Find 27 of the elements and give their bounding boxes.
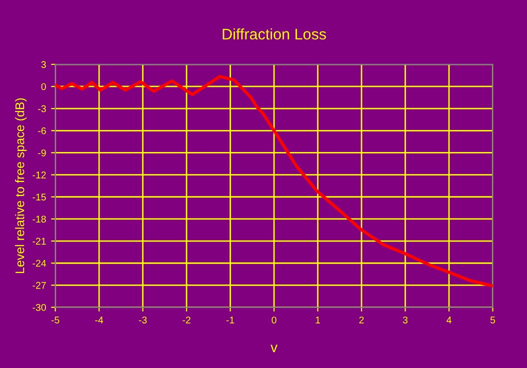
- y-tick-label: -27: [32, 282, 46, 289]
- y-tick-label: -12: [32, 172, 46, 178]
- y-tick-label: 0: [41, 83, 46, 90]
- x-tick-label: -5: [51, 316, 60, 324]
- x-tick-label: 4: [446, 316, 452, 324]
- y-tick-label: -18: [32, 216, 46, 223]
- x-tick-label: 3: [402, 316, 408, 324]
- x-axis-title: v: [270, 344, 278, 352]
- x-tick-label: -4: [95, 316, 104, 324]
- y-tick-label: -3: [38, 105, 46, 112]
- x-tick-label: 5: [490, 316, 496, 324]
- y-axis-title: Level relative to free space (dB): [15, 98, 27, 274]
- x-tick-label: -3: [138, 316, 147, 324]
- y-tick-label: -15: [32, 194, 46, 200]
- y-tick-label: -9: [38, 149, 46, 156]
- y-tick-label: -6: [38, 127, 46, 134]
- y-tick-label: -21: [32, 238, 46, 245]
- x-tick-label: -1: [226, 316, 234, 324]
- y-tick-label: 3: [41, 61, 46, 68]
- x-tick-label: 0: [272, 316, 276, 324]
- x-tick-label: 2: [359, 316, 364, 324]
- chart-title: Diffraction Loss: [222, 28, 326, 40]
- x-tick-label: 1: [316, 316, 320, 324]
- line-series: [55, 75, 493, 288]
- x-tick-label: -2: [182, 316, 190, 324]
- y-tick-label: -24: [32, 260, 46, 267]
- y-tick-label: -30: [32, 304, 46, 311]
